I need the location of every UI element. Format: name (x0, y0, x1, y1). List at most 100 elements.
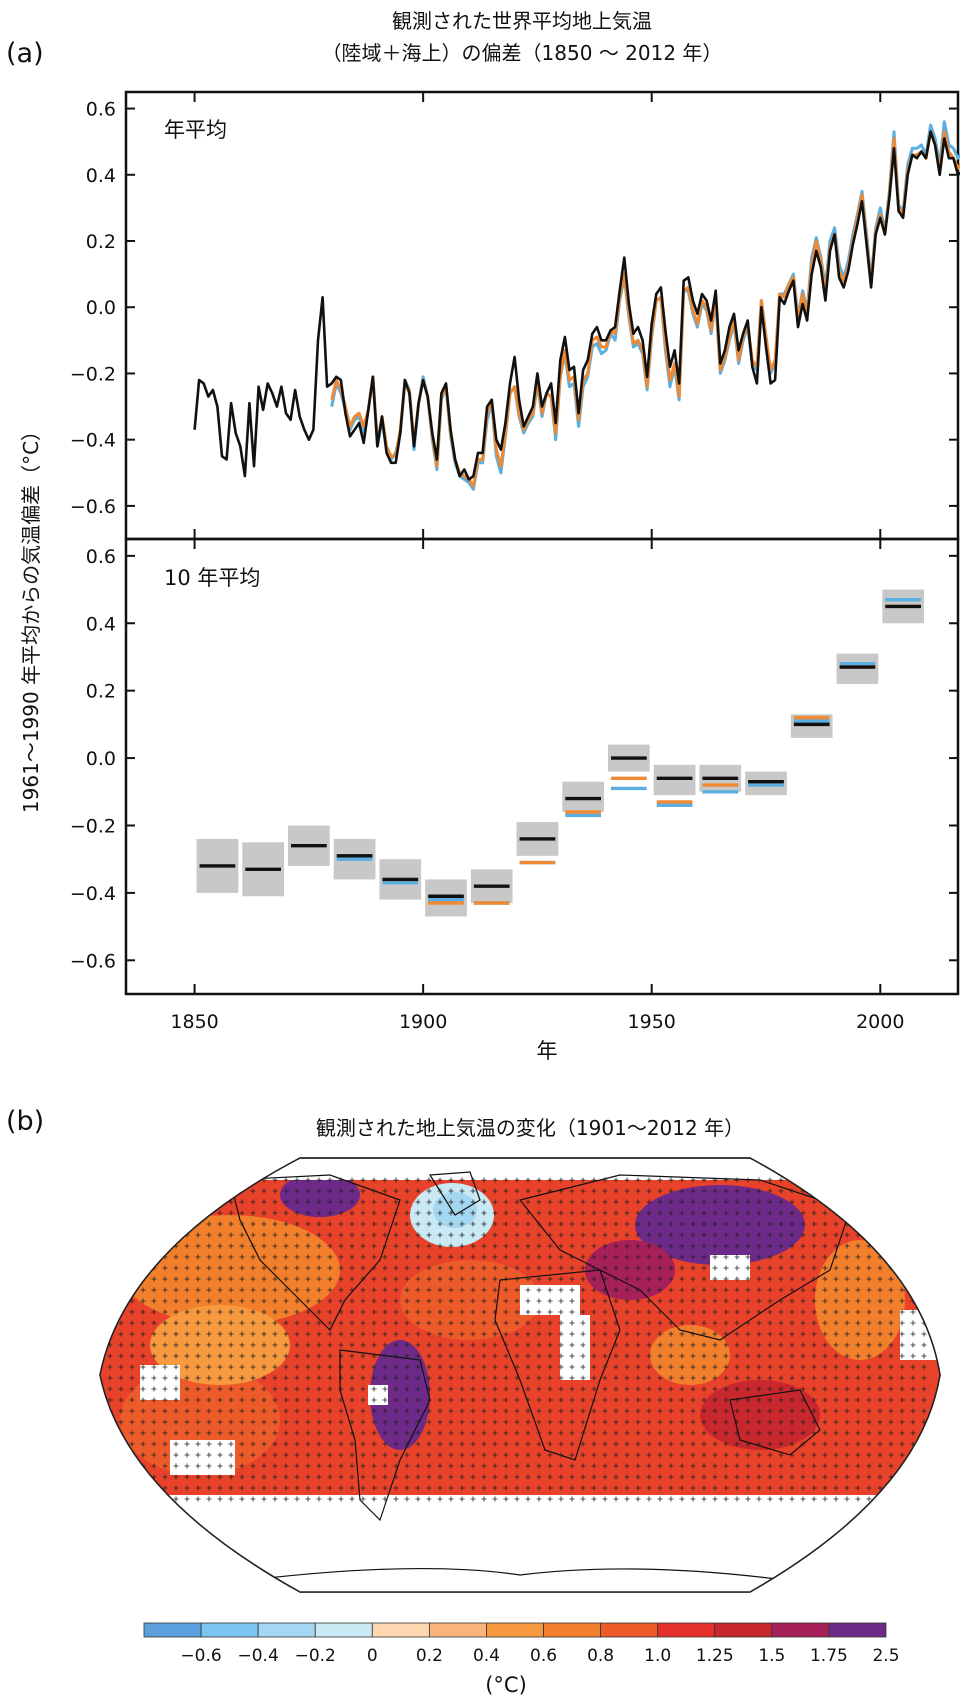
significance-cross (426, 1485, 432, 1491)
significance-cross (371, 1287, 377, 1293)
significance-cross (701, 1342, 707, 1348)
significance-cross (305, 1375, 311, 1381)
significance-cross (426, 1452, 432, 1458)
significance-cross (833, 1232, 839, 1238)
significance-cross (316, 1419, 322, 1425)
significance-cross (316, 1243, 322, 1249)
significance-cross (492, 1364, 498, 1370)
significance-cross (349, 1254, 355, 1260)
significance-cross (811, 1221, 817, 1227)
significance-cross (338, 1265, 344, 1271)
significance-cross (426, 1474, 432, 1480)
significance-cross (459, 1353, 465, 1359)
significance-cross (107, 1199, 113, 1205)
significance-cross (173, 1276, 179, 1282)
significance-cross (261, 1364, 267, 1370)
significance-cross (514, 1188, 520, 1194)
significance-cross (118, 1419, 124, 1425)
significance-cross (305, 1397, 311, 1403)
significance-cross (261, 1496, 267, 1502)
significance-cross (569, 1397, 575, 1403)
significance-cross (349, 1375, 355, 1381)
significance-cross (481, 1232, 487, 1238)
significance-cross (800, 1342, 806, 1348)
significance-cross (569, 1188, 575, 1194)
significance-cross (756, 1243, 762, 1249)
significance-cross (668, 1232, 674, 1238)
significance-cross (668, 1221, 674, 1227)
significance-cross (888, 1199, 894, 1205)
significance-cross (745, 1254, 751, 1260)
significance-cross (470, 1265, 476, 1271)
significance-cross (206, 1287, 212, 1293)
significance-cross (789, 1243, 795, 1249)
significance-cross (734, 1353, 740, 1359)
significance-cross (393, 1298, 399, 1304)
significance-cross (459, 1386, 465, 1392)
significance-cross (426, 1254, 432, 1260)
significance-cross (800, 1331, 806, 1337)
significance-cross (602, 1254, 608, 1260)
significance-cross (910, 1364, 916, 1370)
significance-cross (217, 1463, 223, 1469)
significance-cross (228, 1397, 234, 1403)
significance-cross (734, 1463, 740, 1469)
significance-cross (613, 1188, 619, 1194)
significance-cross (580, 1452, 586, 1458)
significance-cross (316, 1408, 322, 1414)
significance-cross (360, 1342, 366, 1348)
map-outline-greenland (428, 1171, 481, 1216)
significance-cross (800, 1265, 806, 1271)
significance-cross (778, 1496, 784, 1502)
significance-cross (547, 1232, 553, 1238)
significance-cross (261, 1221, 267, 1227)
colorbar-segment (200, 1622, 259, 1638)
significance-cross (305, 1254, 311, 1260)
significance-cross (459, 1485, 465, 1491)
significance-cross (503, 1419, 509, 1425)
significance-cross (162, 1331, 168, 1337)
significance-cross (393, 1408, 399, 1414)
significance-cross (635, 1265, 641, 1271)
significance-cross (140, 1254, 146, 1260)
significance-cross (525, 1496, 531, 1502)
significance-cross (591, 1430, 597, 1436)
significance-cross (844, 1298, 850, 1304)
significance-cross (558, 1375, 564, 1381)
significance-cross (514, 1265, 520, 1271)
significance-cross (448, 1210, 454, 1216)
bottom-ytick-label: 0.0 (86, 748, 116, 770)
significance-cross (426, 1386, 432, 1392)
significance-cross (866, 1474, 872, 1480)
significance-cross (261, 1287, 267, 1293)
significance-cross (778, 1276, 784, 1282)
significance-cross (822, 1320, 828, 1326)
significance-cross (712, 1177, 718, 1183)
significance-cross (492, 1309, 498, 1315)
significance-cross (756, 1232, 762, 1238)
significance-cross (173, 1452, 179, 1458)
significance-cross (470, 1386, 476, 1392)
significance-cross (888, 1386, 894, 1392)
significance-cross (437, 1210, 443, 1216)
significance-cross (459, 1177, 465, 1183)
significance-cross (371, 1474, 377, 1480)
significance-cross (811, 1397, 817, 1403)
significance-cross (800, 1474, 806, 1480)
significance-cross (294, 1463, 300, 1469)
significance-cross (184, 1254, 190, 1260)
significance-cross (591, 1309, 597, 1315)
significance-cross (547, 1199, 553, 1205)
significance-cross (558, 1199, 564, 1205)
significance-cross (492, 1485, 498, 1491)
significance-cross (162, 1375, 168, 1381)
significance-cross (767, 1232, 773, 1238)
significance-cross (778, 1309, 784, 1315)
significance-cross (745, 1331, 751, 1337)
significance-cross (272, 1496, 278, 1502)
significance-cross (712, 1430, 718, 1436)
significance-cross (745, 1342, 751, 1348)
significance-cross (217, 1188, 223, 1194)
significance-cross (712, 1375, 718, 1381)
significance-cross (778, 1386, 784, 1392)
